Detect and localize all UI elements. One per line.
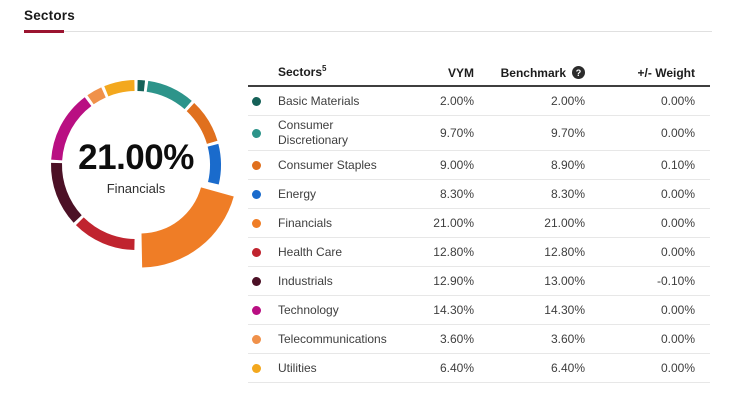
benchmark-help-icon[interactable]: ? bbox=[572, 66, 585, 79]
donut-segment-financials[interactable] bbox=[141, 187, 234, 268]
sector-dot bbox=[252, 218, 261, 228]
vym-value: 8.30% bbox=[439, 187, 474, 201]
sector-name: Financials bbox=[278, 215, 333, 230]
col-header-sectors: Sectors5 bbox=[278, 64, 327, 80]
sector-name: Utilities bbox=[278, 360, 317, 375]
sector-dot bbox=[252, 247, 261, 257]
benchmark-value: 6.40% bbox=[550, 361, 585, 375]
vym-value: 9.00% bbox=[439, 158, 474, 172]
table-row: Consumer Discretionary 9.70% 9.70% 0.00% bbox=[248, 116, 710, 151]
benchmark-value: 14.30% bbox=[544, 303, 585, 317]
donut-segment-technology[interactable] bbox=[51, 97, 92, 161]
sector-dot bbox=[252, 305, 261, 315]
weight-value: 0.00% bbox=[660, 216, 695, 230]
donut-svg bbox=[51, 80, 234, 268]
donut-segment-energy[interactable] bbox=[207, 143, 222, 185]
table-row: Technology 14.30% 14.30% 0.00% bbox=[248, 296, 710, 325]
benchmark-value: 8.30% bbox=[550, 187, 585, 201]
table-row: Consumer Staples 9.00% 8.90% 0.10% bbox=[248, 151, 710, 180]
table-row: Energy 8.30% 8.30% 0.00% bbox=[248, 180, 710, 209]
weight-value: 0.00% bbox=[660, 245, 695, 259]
table-row: Industrials 12.90% 13.00% -0.10% bbox=[248, 267, 710, 296]
col-header-vym: VYM bbox=[447, 65, 474, 80]
sector-dot bbox=[252, 96, 261, 106]
sector-name: Consumer Staples bbox=[278, 157, 377, 172]
benchmark-value: 13.00% bbox=[544, 274, 585, 288]
benchmark-value: 3.60% bbox=[550, 332, 585, 346]
vym-value: 12.90% bbox=[433, 274, 474, 288]
weight-value: 0.00% bbox=[660, 94, 695, 108]
weight-value: 0.00% bbox=[660, 126, 695, 140]
benchmark-value: 9.70% bbox=[550, 126, 585, 140]
table-row: Health Care 12.80% 12.80% 0.00% bbox=[248, 238, 710, 267]
col-header-benchmark: Benchmark ? bbox=[474, 66, 585, 80]
table-row: Financials 21.00% 21.00% 0.00% bbox=[248, 209, 710, 238]
weight-value: 0.10% bbox=[660, 158, 695, 172]
sector-donut-chart: 21.00% Financials bbox=[26, 55, 246, 275]
weight-value: 0.00% bbox=[660, 303, 695, 317]
sector-dot bbox=[252, 363, 261, 373]
vym-value: 6.40% bbox=[439, 361, 474, 375]
sector-dot bbox=[252, 128, 261, 138]
sector-dot bbox=[252, 276, 261, 286]
sector-dot bbox=[252, 189, 261, 199]
vym-value: 21.00% bbox=[433, 216, 474, 230]
table-row: Telecommunications 3.60% 3.60% 0.00% bbox=[248, 325, 710, 354]
sector-name: Telecommunications bbox=[278, 331, 387, 346]
vym-value: 12.80% bbox=[433, 245, 474, 259]
benchmark-value: 21.00% bbox=[544, 216, 585, 230]
donut-segment-industrials[interactable] bbox=[51, 162, 82, 223]
sector-name: Technology bbox=[278, 302, 339, 317]
table-row: Basic Materials 2.00% 2.00% 0.00% bbox=[248, 87, 710, 116]
sector-name: Consumer Discretionary bbox=[278, 118, 349, 147]
benchmark-label: Benchmark bbox=[500, 65, 566, 80]
sector-dot bbox=[252, 334, 261, 344]
donut-segment-health-care[interactable] bbox=[75, 217, 135, 250]
weight-value: 0.00% bbox=[660, 332, 695, 346]
weight-value: -0.10% bbox=[656, 274, 695, 288]
weight-value: 0.00% bbox=[660, 187, 695, 201]
table-row: Utilities 6.40% 6.40% 0.00% bbox=[248, 354, 710, 383]
page-title: Sectors bbox=[24, 8, 75, 23]
donut-segment-telecommunications[interactable] bbox=[87, 87, 106, 105]
sector-name: Energy bbox=[278, 186, 317, 201]
header-divider bbox=[24, 30, 712, 33]
vym-value: 2.00% bbox=[439, 94, 474, 108]
donut-segment-basic-materials[interactable] bbox=[137, 80, 146, 92]
table-header-row: Sectors5 VYM Benchmark ? +/- Weight bbox=[248, 60, 710, 87]
sector-name: Health Care bbox=[278, 244, 343, 259]
col-header-weight: +/- Weight bbox=[637, 65, 695, 80]
benchmark-value: 12.80% bbox=[544, 245, 585, 259]
sector-name: Basic Materials bbox=[278, 93, 360, 108]
divider-accent bbox=[24, 30, 64, 33]
vym-value: 14.30% bbox=[433, 303, 474, 317]
sector-dot bbox=[252, 160, 261, 170]
vym-value: 9.70% bbox=[439, 126, 474, 140]
weight-value: 0.00% bbox=[660, 361, 695, 375]
sectors-table: Sectors5 VYM Benchmark ? +/- Weight Basi… bbox=[248, 60, 710, 383]
benchmark-value: 8.90% bbox=[550, 158, 585, 172]
sector-name: Industrials bbox=[278, 273, 333, 288]
vym-value: 3.60% bbox=[439, 332, 474, 346]
donut-segment-consumer-discretionary[interactable] bbox=[146, 80, 192, 110]
footnote-marker: 5 bbox=[322, 64, 327, 73]
benchmark-value: 2.00% bbox=[550, 94, 585, 108]
page-header: Sectors bbox=[24, 8, 712, 33]
donut-segment-consumer-staples[interactable] bbox=[186, 103, 218, 144]
donut-segment-utilities[interactable] bbox=[104, 80, 135, 97]
divider-line bbox=[24, 31, 712, 32]
